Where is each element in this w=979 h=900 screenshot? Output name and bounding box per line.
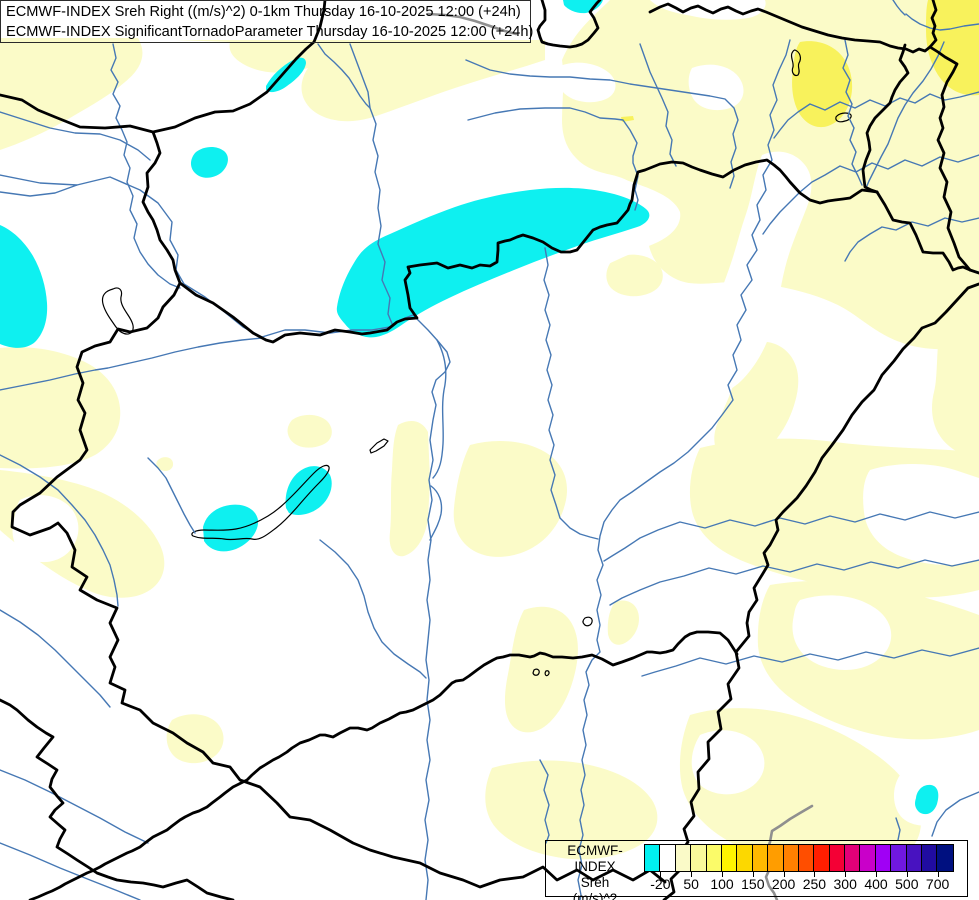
colorbar-swatch [660, 845, 676, 871]
colorbar-tickmark [906, 872, 908, 877]
colorbar [644, 844, 954, 872]
colorbar-swatch [814, 845, 830, 871]
colorbar-tick-label: 200 [771, 876, 796, 892]
river-tisza [577, 39, 791, 900]
colorbar-tickmark [814, 872, 816, 877]
colorbar-swatch [922, 845, 938, 871]
colorbar-tick-label: 50 [683, 876, 699, 892]
colorbar-swatch [675, 845, 692, 871]
colorbar-swatch [721, 845, 738, 871]
colorbar-swatch [937, 845, 953, 871]
colorbar-swatch [737, 845, 753, 871]
colorbar-tick-label: -20 [650, 876, 671, 892]
colorbar-tickmark [722, 872, 723, 877]
colorbar-swatch [875, 845, 892, 871]
colorbar-swatch [906, 845, 923, 871]
colorbar-tick-label: 700 [925, 876, 950, 892]
legend-titles: ECMWF-INDEX Sreh (m/s)^2 [548, 843, 642, 900]
colorbar-tick-label: 250 [802, 876, 827, 892]
lake-balaton-outline [191, 464, 330, 541]
colorbar-swatch [783, 845, 799, 871]
title-line-2: ECMWF-INDEX SignificantTornadoParameter … [6, 24, 534, 40]
title-line-1: ECMWF-INDEX Sreh Right ((m/s)^2) 0-1km T… [6, 4, 521, 20]
colorbar-tick-label: 150 [741, 876, 765, 892]
colorbar-tickmark [660, 872, 662, 877]
legend-units: (m/s)^2 [572, 891, 618, 900]
river-danube [0, 174, 451, 900]
colorbar-tick-label: 400 [864, 876, 888, 892]
colorbar-tickmark [845, 872, 847, 877]
colorbar-tick-label: 100 [710, 876, 734, 892]
legend-title: ECMWF-INDEX [567, 843, 623, 874]
colorbar-swatch [706, 845, 722, 871]
colorbar-tickmark [937, 872, 939, 877]
colorbar-swatch [691, 845, 707, 871]
colorbar-area: -20 50 100 150 200 250 300 400 500 700 [644, 844, 954, 894]
colorbar-swatch [645, 845, 661, 871]
colorbar-tickmark [691, 872, 693, 877]
title-box: ECMWF-INDEX Sreh Right ((m/s)^2) 0-1km T… [0, 0, 534, 43]
colorbar-tickmark [876, 872, 877, 877]
colorbar-swatch [768, 845, 784, 871]
colorbar-swatch [845, 845, 861, 871]
colorbar-swatch [752, 845, 769, 871]
legend-parameter: Sreh [580, 875, 610, 890]
colorbar-tickmark [752, 872, 754, 877]
colorbar-swatch [891, 845, 907, 871]
colorbar-swatch [860, 845, 876, 871]
colorbar-swatch [829, 845, 846, 871]
colorbar-swatch [798, 845, 815, 871]
colorbar-tick-label: 300 [833, 876, 857, 892]
colorbar-tickmark [783, 872, 785, 877]
legend-box: ECMWF-INDEX Sreh (m/s)^2 -20 50 100 150 200 2… [545, 840, 968, 900]
colorbar-tick-label: 500 [895, 876, 919, 892]
